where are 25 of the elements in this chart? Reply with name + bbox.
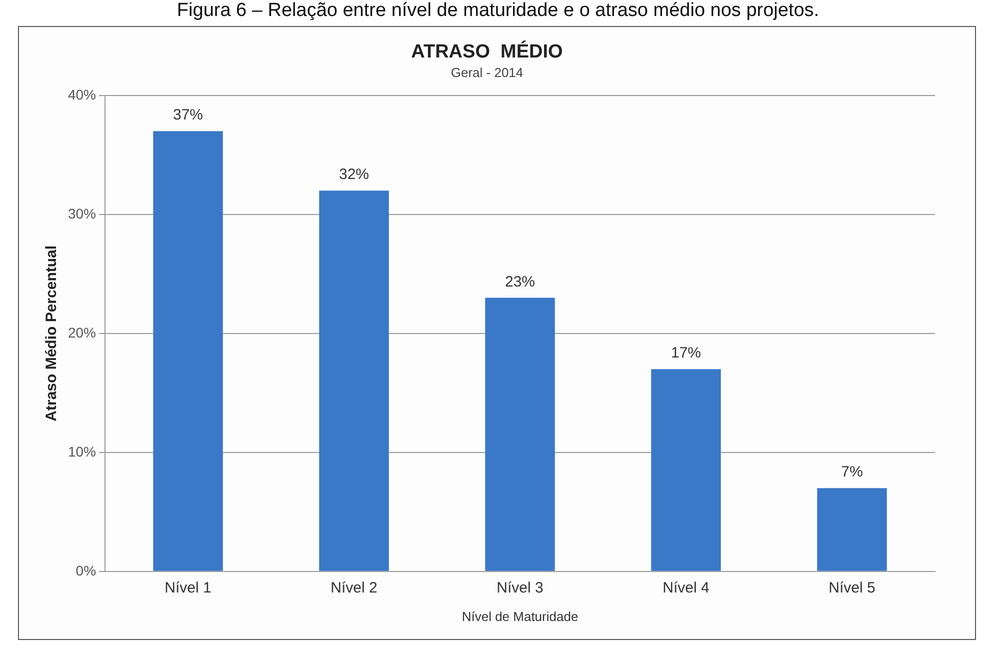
chart-subtitle: Geral - 2014 [450,65,524,80]
x-tick-label: Nível 1 [164,580,212,597]
x-tick-label: Nível 4 [662,580,710,597]
data-label: 23% [504,273,536,290]
x-axis-title: Nível de Maturidade [462,608,578,624]
x-tick-label: Nível 2 [330,580,378,597]
y-axis-title: Atraso Médio Percentual [43,245,60,422]
chart-title: ATRASO MÉDIO [411,40,563,63]
y-tick-label: 30% [68,205,96,222]
data-label: 17% [670,344,702,362]
y-tick-label: 20% [68,324,96,340]
bar [651,369,721,571]
bar [817,488,887,571]
bar [153,131,223,571]
data-label: 32% [339,166,370,184]
y-tick-label: 10% [68,443,96,460]
bar [485,298,555,571]
y-tick-label: 0% [76,562,96,578]
x-tick-label: Nível 5 [828,580,876,597]
y-tick-label: 40% [68,86,96,102]
data-label: 37% [173,106,204,124]
text: Figura 6 – Relação entre nível de maturidade e o atraso médio nos projetos. [176,0,820,22]
bar [319,190,389,571]
data-label: 7% [841,464,863,481]
x-tick-label: Nível 3 [496,580,544,597]
